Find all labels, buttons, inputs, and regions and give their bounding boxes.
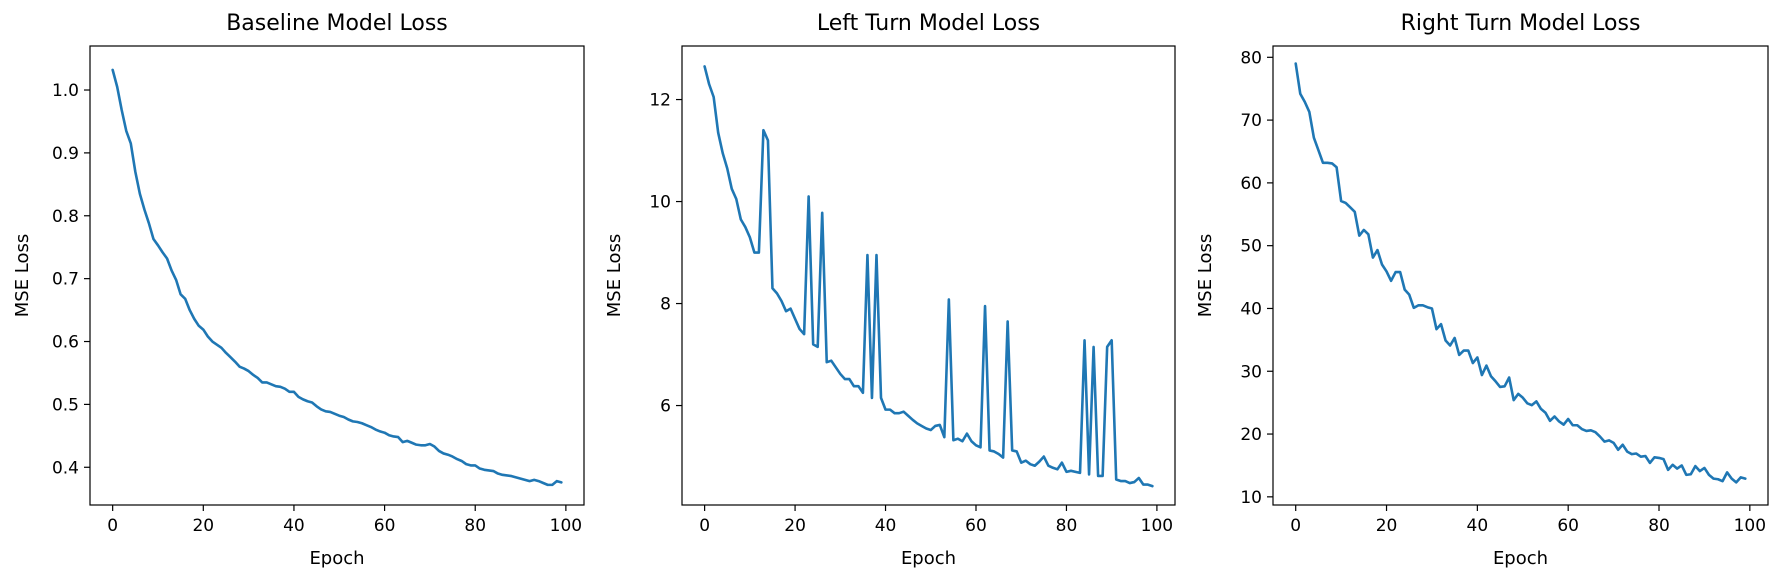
x-tick-label: 20	[784, 516, 806, 536]
x-tick-label: 60	[1557, 516, 1579, 536]
axes-frame	[89, 45, 585, 506]
y-tick-label: 8	[660, 295, 671, 315]
y-tick-label: 0.4	[52, 458, 79, 478]
chart-title: Right Turn Model Loss	[1401, 11, 1641, 36]
chart-panel-2: Right Turn Model Loss 0 20 40 60 80 100 10 20 30 4…	[1195, 11, 1769, 569]
x-tick-label: 60	[965, 516, 987, 536]
y-tick-label: 50	[1240, 237, 1262, 257]
series-line-0	[703, 65, 1154, 488]
x-tick-label: 100	[1141, 516, 1173, 536]
x-tick-label: 80	[1056, 516, 1078, 536]
y-tick-label: 6	[660, 397, 671, 417]
y-tick-label: 70	[1240, 111, 1262, 131]
x-tick-label: 0	[1290, 516, 1301, 536]
x-tick-label: 0	[107, 516, 118, 536]
y-tick-label: 0.7	[52, 270, 79, 290]
x-tick-label: 100	[550, 516, 582, 536]
x-axis-label: Epoch	[309, 548, 364, 569]
x-tick-label: 40	[1467, 516, 1489, 536]
y-tick-label: 0.5	[52, 395, 79, 415]
y-tick-label: 40	[1240, 299, 1262, 319]
x-tick-label: 20	[1376, 516, 1398, 536]
series-line-0	[1294, 62, 1747, 484]
y-tick-label: 0.8	[52, 207, 79, 227]
y-axis-label: MSE Loss	[604, 234, 625, 318]
y-axis-label: MSE Loss	[1195, 234, 1216, 318]
y-tick-label: 80	[1240, 48, 1262, 68]
x-axis-label: Epoch	[901, 548, 956, 569]
x-tick-label: 20	[192, 516, 214, 536]
y-tick-label: 20	[1240, 425, 1262, 445]
y-tick-label: 0.9	[52, 144, 79, 164]
y-tick-label: 1.0	[52, 81, 79, 101]
chart-title: Left Turn Model Loss	[817, 11, 1040, 36]
x-tick-label: 80	[464, 516, 486, 536]
chart-title: Baseline Model Loss	[226, 11, 448, 36]
x-tick-label: 100	[1734, 516, 1766, 536]
x-tick-label: 40	[875, 516, 897, 536]
x-tick-label: 80	[1648, 516, 1670, 536]
x-tick-label: 60	[374, 516, 396, 536]
y-tick-label: 0.6	[52, 333, 79, 353]
y-axis-label: MSE Loss	[12, 234, 33, 318]
x-tick-label: 0	[699, 516, 710, 536]
chart-panel-1: Left Turn Model Loss 0 20 40 60 80 100 6 8 10 12 Ep…	[604, 11, 1176, 569]
y-tick-label: 30	[1240, 362, 1262, 382]
x-axis-label: Epoch	[1493, 548, 1548, 569]
y-tick-label: 12	[649, 91, 671, 111]
x-tick-label: 40	[283, 516, 305, 536]
series-line-0	[111, 68, 563, 487]
y-tick-label: 10	[1240, 488, 1262, 508]
y-tick-label: 10	[649, 193, 671, 213]
axes-frame	[1272, 45, 1769, 506]
chart-panel-0: Baseline Model Loss 0 20 40 60 80 100 0.4 0.5 0.6…	[12, 11, 585, 569]
axes-frame	[681, 45, 1176, 506]
y-tick-label: 60	[1240, 174, 1262, 194]
